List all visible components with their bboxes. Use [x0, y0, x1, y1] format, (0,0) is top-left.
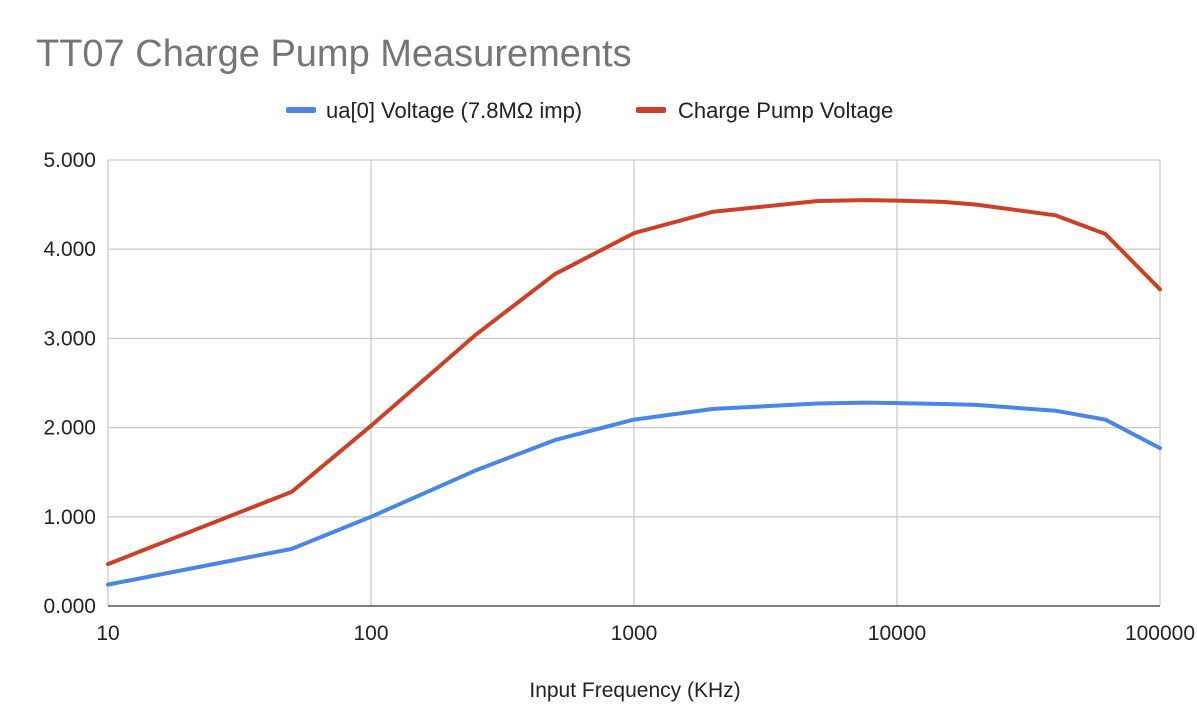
grid — [107, 159, 1161, 606]
series-line-charge-pump-voltage — [106, 198, 1162, 567]
x-tick-label: 10000 — [868, 622, 926, 645]
x-tick-label: 10 — [96, 622, 119, 645]
y-tick-label: 2.000 — [43, 417, 96, 440]
y-tick-label: 5.000 — [43, 149, 96, 172]
y-tick-label: 1.000 — [43, 506, 96, 529]
x-axis-ticks: 10 100 1000 10000 100000 — [96, 622, 1195, 645]
chart-title: TT07 Charge Pump Measurements — [36, 33, 632, 75]
x-tick-label: 100000 — [1125, 622, 1195, 645]
legend-label-ua0: ua[0] Voltage (7.8MΩ imp) — [326, 98, 582, 123]
x-tick-label: 1000 — [611, 622, 658, 645]
y-tick-label: 0.000 — [43, 595, 96, 618]
x-axis-title: Input Frequency (KHz) — [529, 679, 740, 702]
x-tick-label: 100 — [353, 622, 388, 645]
y-tick-label: 4.000 — [43, 238, 96, 261]
legend-label-charge-pump: Charge Pump Voltage — [678, 98, 893, 123]
series — [106, 198, 1162, 587]
y-axis-ticks: 0.000 1.000 2.000 3.000 4.000 5.000 — [43, 149, 96, 618]
legend-swatch-charge-pump — [636, 107, 666, 113]
y-tick-label: 3.000 — [43, 327, 96, 350]
series-line-ua0-voltage — [106, 400, 1162, 587]
legend: ua[0] Voltage (7.8MΩ imp) Charge Pump Vo… — [286, 98, 893, 123]
legend-swatch-ua0 — [286, 107, 316, 113]
